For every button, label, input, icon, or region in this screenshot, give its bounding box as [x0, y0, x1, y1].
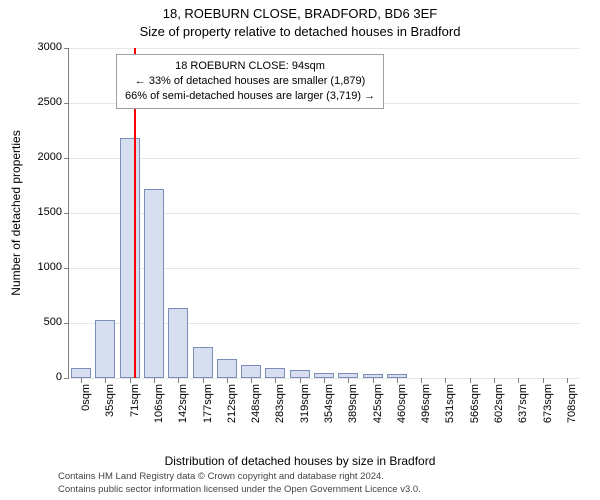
- infobox-line1: 18 ROEBURN CLOSE: 94sqm: [125, 59, 375, 74]
- x-tick: [275, 378, 276, 383]
- x-tick: [251, 378, 252, 383]
- x-tick-label: 708sqm: [566, 384, 578, 434]
- x-tick-label: 566sqm: [469, 384, 481, 434]
- chart-title-line1: 18, ROEBURN CLOSE, BRADFORD, BD6 3EF: [0, 6, 600, 21]
- histogram-bar: [217, 359, 237, 378]
- y-tick-label: 1000: [26, 261, 62, 273]
- x-tick-label: 106sqm: [153, 384, 165, 434]
- x-tick: [81, 378, 82, 383]
- x-tick: [348, 378, 349, 383]
- x-tick-label: 0sqm: [80, 384, 92, 434]
- x-tick-label: 212sqm: [226, 384, 238, 434]
- y-tick: [64, 213, 69, 214]
- x-tick-label: 142sqm: [177, 384, 189, 434]
- x-tick-label: 531sqm: [444, 384, 456, 434]
- x-tick-label: 673sqm: [542, 384, 554, 434]
- x-tick-label: 177sqm: [202, 384, 214, 434]
- histogram-bar: [290, 370, 310, 378]
- x-tick: [470, 378, 471, 383]
- histogram-bar: [265, 368, 285, 378]
- x-tick-label: 319sqm: [299, 384, 311, 434]
- info-box: 18 ROEBURN CLOSE: 94sqm ← 33% of detache…: [116, 54, 384, 109]
- gridline: [69, 48, 579, 49]
- x-tick: [178, 378, 179, 383]
- x-tick: [203, 378, 204, 383]
- y-tick-label: 500: [26, 316, 62, 328]
- infobox-line3: 66% of semi-detached houses are larger (…: [125, 89, 375, 104]
- y-tick: [64, 158, 69, 159]
- attribution-line2: Contains public sector information licen…: [58, 484, 421, 496]
- x-tick: [567, 378, 568, 383]
- y-tick-label: 3000: [26, 41, 62, 53]
- y-tick: [64, 48, 69, 49]
- histogram-bar: [193, 347, 213, 378]
- x-tick: [130, 378, 131, 383]
- chart-title-line2: Size of property relative to detached ho…: [0, 24, 600, 39]
- y-axis-label: Number of detached properties: [9, 130, 23, 295]
- y-tick-label: 1500: [26, 206, 62, 218]
- histogram-bar: [71, 368, 91, 378]
- x-tick-label: 354sqm: [323, 384, 335, 434]
- x-tick: [494, 378, 495, 383]
- y-tick: [64, 323, 69, 324]
- gridline: [69, 158, 579, 159]
- x-tick: [324, 378, 325, 383]
- x-tick: [421, 378, 422, 383]
- x-tick-label: 389sqm: [347, 384, 359, 434]
- x-tick-label: 425sqm: [372, 384, 384, 434]
- x-tick-label: 602sqm: [493, 384, 505, 434]
- x-tick-label: 460sqm: [396, 384, 408, 434]
- x-tick: [227, 378, 228, 383]
- y-tick: [64, 268, 69, 269]
- histogram-bar: [168, 308, 188, 378]
- x-tick: [397, 378, 398, 383]
- histogram-bar: [241, 365, 261, 378]
- x-tick-label: 283sqm: [274, 384, 286, 434]
- x-tick-label: 248sqm: [250, 384, 262, 434]
- x-tick: [300, 378, 301, 383]
- x-tick-label: 35sqm: [104, 384, 116, 434]
- chart-container: 18, ROEBURN CLOSE, BRADFORD, BD6 3EF Siz…: [0, 0, 600, 500]
- x-axis-label: Distribution of detached houses by size …: [0, 454, 600, 468]
- x-tick-label: 496sqm: [420, 384, 432, 434]
- x-tick-label: 637sqm: [517, 384, 529, 434]
- y-tick-label: 0: [26, 371, 62, 383]
- histogram-bar: [95, 320, 115, 378]
- histogram-bar: [120, 138, 140, 378]
- infobox-line2: ← 33% of detached houses are smaller (1,…: [125, 74, 375, 89]
- x-tick: [543, 378, 544, 383]
- attribution-line1: Contains HM Land Registry data © Crown c…: [58, 471, 421, 483]
- x-tick: [105, 378, 106, 383]
- x-tick: [518, 378, 519, 383]
- x-tick: [445, 378, 446, 383]
- histogram-bar: [144, 189, 164, 378]
- y-tick: [64, 103, 69, 104]
- x-tick: [373, 378, 374, 383]
- x-tick-label: 71sqm: [129, 384, 141, 434]
- y-tick-label: 2500: [26, 96, 62, 108]
- y-tick: [64, 378, 69, 379]
- x-tick: [154, 378, 155, 383]
- y-tick-label: 2000: [26, 151, 62, 163]
- attribution-text: Contains HM Land Registry data © Crown c…: [58, 471, 421, 496]
